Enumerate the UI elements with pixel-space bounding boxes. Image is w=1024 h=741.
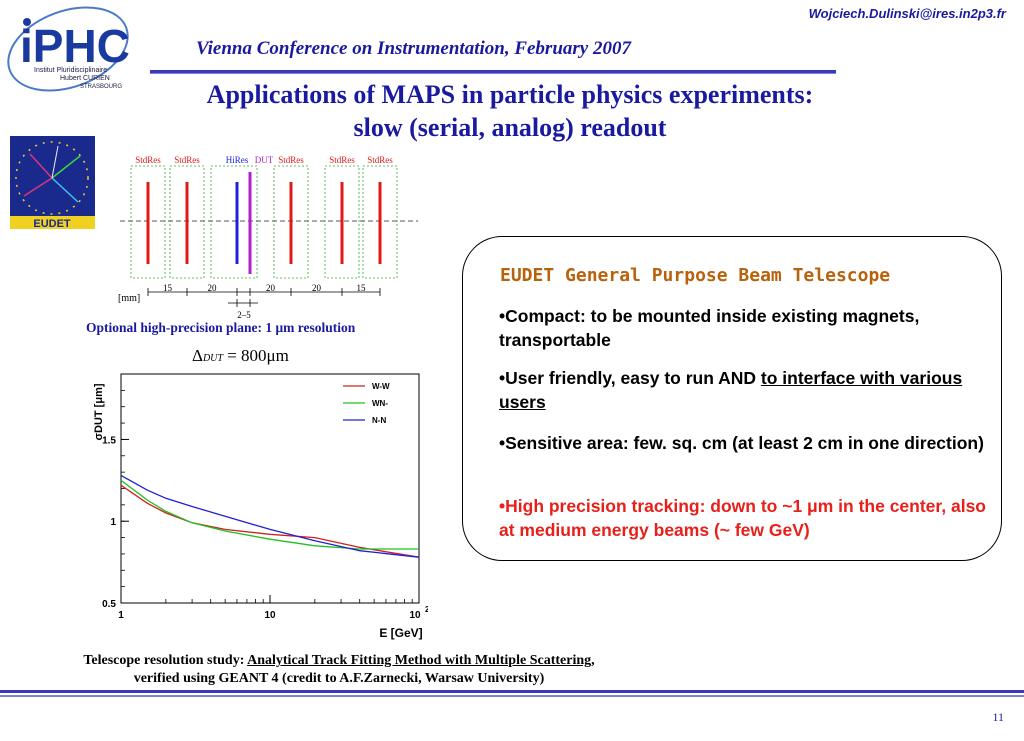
plane-frame xyxy=(273,165,309,279)
footnote-pre: Telescope resolution study: xyxy=(83,653,248,668)
plane-label: StdRes xyxy=(367,155,393,165)
footnote-line-1: Telescope resolution study: Analytical T… xyxy=(0,652,678,670)
plane-frame xyxy=(169,165,205,279)
formula-sub: DUT xyxy=(202,353,223,364)
y-tick-label: 0.5 xyxy=(102,599,116,610)
bullet-compact: •Compact: to be mounted inside existing … xyxy=(499,306,920,350)
logo-line1: Institut Pluridisciplinaire xyxy=(34,67,107,74)
legend-label: W-W xyxy=(372,382,390,391)
series-line-wn xyxy=(120,479,419,550)
x-tick-label: 1 xyxy=(118,610,124,621)
dut-gap-label: 2–5 xyxy=(237,310,251,320)
logo-name: iPHC xyxy=(20,20,130,72)
plane-label: StdRes xyxy=(278,155,304,165)
footer-rule xyxy=(0,690,1024,693)
unit-label: [mm] xyxy=(118,293,140,304)
page-number: 11 xyxy=(992,710,1004,724)
formula-rhs: = 800μm xyxy=(227,346,289,365)
legend-label: N-N xyxy=(372,416,386,425)
plane-label: StdRes xyxy=(135,155,161,165)
telescope-geometry: StdRes StdRes HiRes DUT StdRes StdRes StdRes [… xyxy=(118,155,418,320)
plane-label: HiRes xyxy=(226,155,249,165)
plane-label: StdRes xyxy=(329,155,355,165)
plane-group: StdRes StdRes HiRes DUT StdRes StdRes StdRes xyxy=(130,155,398,279)
plane-frame xyxy=(324,165,360,279)
bullet-user-friendly-text: •User friendly, easy to run AND xyxy=(499,368,761,388)
title-line-1: Applications of MAPS in particle physics… xyxy=(206,80,814,109)
spacing-label: 20 xyxy=(208,283,218,293)
logo-line2: Hubert CURIEN xyxy=(60,75,110,82)
title-line-2: slow (serial, analog) readout xyxy=(353,113,667,143)
y-tick-label: 1 xyxy=(110,517,116,528)
y-tick-label: 1.5 xyxy=(102,435,116,446)
footnote: Telescope resolution study: Analytical T… xyxy=(0,652,678,688)
footnote-line-2: verified using GEANT 4 (credit to A.F.Za… xyxy=(133,671,545,687)
box-title: EUDET General Purpose Beam Telescope xyxy=(500,265,891,286)
info-box xyxy=(462,236,1002,561)
footnote-reference[interactable]: Analytical Track Fitting Method with Mul… xyxy=(247,653,592,668)
spacing-label: 15 xyxy=(357,283,367,293)
legend-label: WN- xyxy=(372,399,388,408)
geometry-caption: Optional high-precision plane: 1 μm reso… xyxy=(86,320,356,335)
bullet-high-precision: •High precision tracking: down to ~1 μm … xyxy=(499,496,986,540)
x-tick-label: 10 xyxy=(264,610,276,621)
logo-line3: STRASBOURG xyxy=(80,84,122,90)
plane-frame xyxy=(130,165,166,279)
eudet-logo: EUDET xyxy=(10,136,95,229)
x-tick-label: 10 xyxy=(409,610,421,621)
spacing-label: 15 xyxy=(163,283,173,293)
slide-title: Applications of MAPS in particle physics… xyxy=(100,78,920,145)
plane-frame xyxy=(362,165,398,279)
x-axis-label: E [GeV] xyxy=(379,626,422,640)
interface-link[interactable]: to interface with various users xyxy=(499,368,963,412)
eudet-label: EUDET xyxy=(33,218,71,229)
plane-frame xyxy=(210,165,258,279)
spacing-label: 20 xyxy=(266,283,276,293)
bullet-user-friendly: •User friendly, easy to run AND to inter… xyxy=(499,367,991,414)
spacing-label: 20 xyxy=(312,283,322,293)
plot-frame xyxy=(120,373,420,604)
plane-label: DUT xyxy=(255,155,274,165)
iphc-logo: iPHC Institut Pluridisciplinaire Hubert … xyxy=(7,6,130,92)
dut-formula: ΔDUT = 800μm xyxy=(192,346,289,366)
footer-rule-thin xyxy=(0,695,1024,697)
header-rule xyxy=(150,70,836,74)
formula-lhs: Δ xyxy=(192,346,203,365)
author-email[interactable]: Wojciech.Dulinski@ires.in2p3.fr xyxy=(808,6,1006,21)
conference-name: Vienna Conference on Instrumentation, Fe… xyxy=(196,38,631,59)
series-line-ww xyxy=(120,484,420,558)
plane-label: StdRes xyxy=(174,155,200,165)
bullet-sensitive-area: •Sensitive area: few. sq. cm (at least 2… xyxy=(499,433,984,453)
y-axis-label: σDUT [μm] xyxy=(93,383,105,440)
spacing-group: 15 20 20 20 15 xyxy=(147,283,381,307)
series-line-nn xyxy=(120,474,420,558)
x-tick-exponent: 2 xyxy=(425,605,428,614)
footnote-post: , xyxy=(591,653,595,668)
